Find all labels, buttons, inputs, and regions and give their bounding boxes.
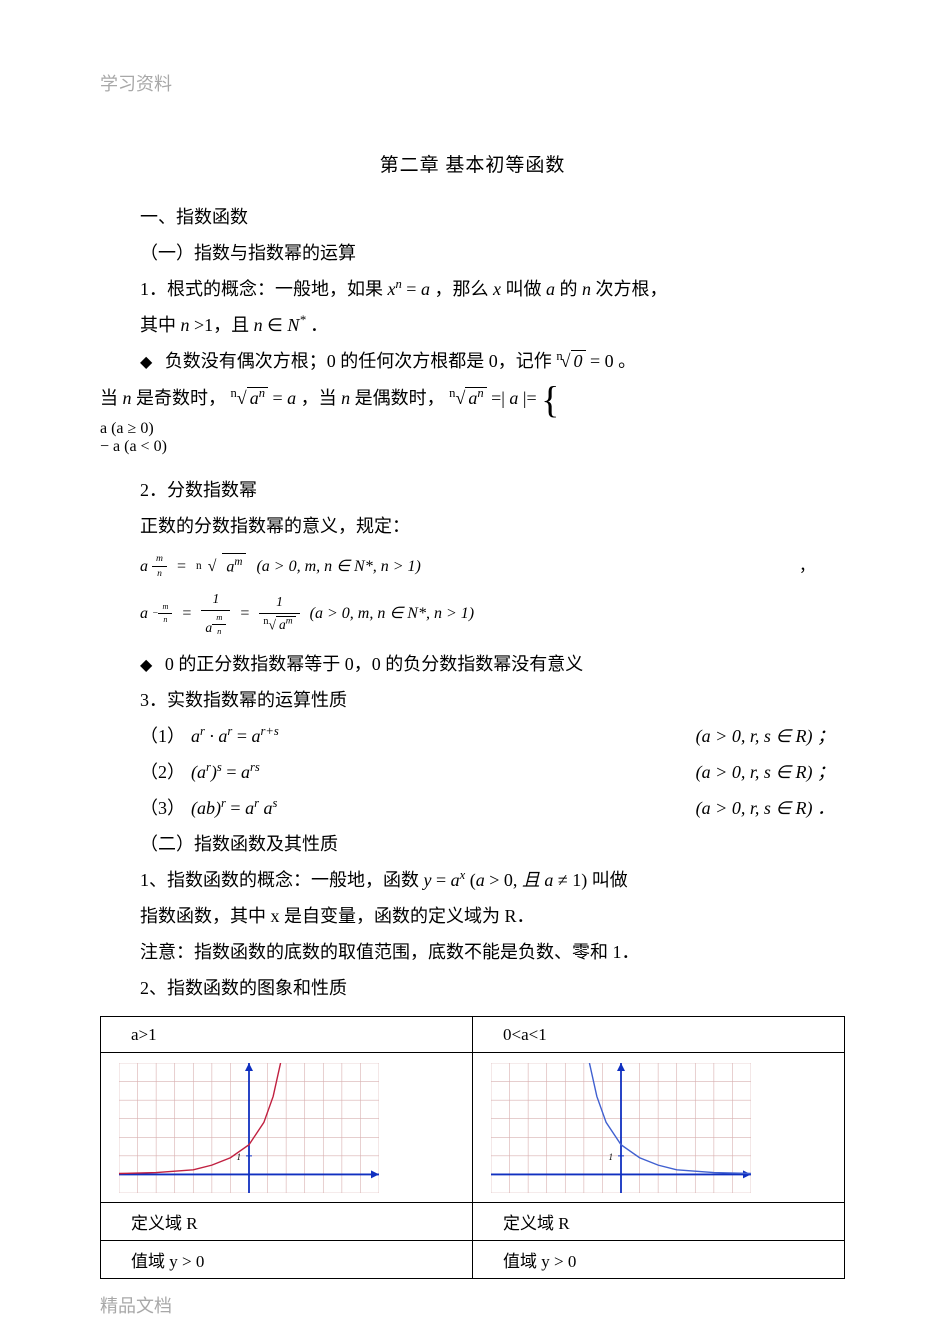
graph-cell-right: 1 — [473, 1053, 845, 1203]
property-3: （3） (ab)r = ar as (a > 0, r, s ∈ R) ． — [100, 790, 845, 826]
bullet-diamond-icon: ◆ — [140, 657, 152, 674]
brace-row-2: − a (a < 0) — [100, 438, 845, 456]
exp-func-def-2: 指数函数，其中 x 是自变量，函数的定义域为 R． — [100, 898, 845, 934]
page-footer: 精品文档 — [100, 1292, 172, 1318]
math-xn-eq-a: xn = a — [388, 279, 430, 299]
math-x: x — [493, 279, 501, 299]
text: 是奇数时， — [136, 388, 226, 408]
content-area: 第二章 基本初等函数 一、指数函数 （一）指数与指数幂的运算 1．根式的概念：一… — [100, 150, 845, 1279]
prop-cond: (a > 0, r, s ∈ R) — [696, 798, 813, 818]
formula-positive-frac-exp: a mn = n√am (a > 0, m, n ∈ N*, n > 1) ， — [100, 552, 845, 582]
text: 1、指数函数的概念：一般地，函数 — [140, 870, 424, 890]
odd-even-root: 当 n 是奇数时， n√an = a ，当 n 是偶数时， n√an =| a … — [100, 379, 845, 420]
formula-cond1: (a > 0, m, n ∈ N*, n > 1) — [256, 555, 420, 579]
piecewise-brace: { — [541, 380, 564, 420]
property-1: （1） ar · ar = ar+s (a > 0, r, s ∈ R) ； — [100, 718, 845, 754]
graph-cell-left: 1 — [101, 1053, 473, 1203]
table-header-2: 0<a<1 — [473, 1017, 845, 1053]
text: 叫做 — [505, 279, 546, 299]
table-header-1: a>1 — [101, 1017, 473, 1053]
exp-func-graph-heading: 2、指数函数的图象和性质 — [100, 970, 845, 1006]
definition-root: 1．根式的概念：一般地，如果 xn = a ，那么 x 叫做 a 的 n 次方根… — [100, 271, 845, 307]
exp-function-table: a>1 0<a<1 1 1 定义域 R 定义域 R 值域 y > 0 值域 y … — [100, 1016, 845, 1279]
chapter-title: 第二章 基本初等函数 — [100, 150, 845, 177]
section-2-heading: 2．分数指数幂 — [100, 472, 845, 508]
text: 。 — [618, 351, 636, 371]
table-domain-2: 定义域 R — [473, 1203, 845, 1241]
exp-decay-chart: 1 — [491, 1063, 751, 1193]
prop-num-3: （3） — [140, 790, 185, 826]
section-3-heading: 3．实数指数幂的运算性质 — [100, 682, 845, 718]
text: 的 — [559, 279, 582, 299]
math-n-in-N: n ∈ N* — [254, 315, 306, 335]
text: 是偶数时， — [355, 388, 445, 408]
text: ，当 — [301, 388, 342, 408]
table-range-1: 值域 y > 0 — [101, 1241, 473, 1279]
table-domain-1: 定义域 R — [101, 1203, 473, 1241]
math-exp-func: y = ax (a > 0, 且 a ≠ 1) — [424, 870, 588, 890]
exp-func-note: 注意：指数函数的底数的取值范围，底数不能是负数、零和 1． — [100, 934, 845, 970]
prop-num-1: （1） — [140, 718, 185, 754]
subsection-heading-1: （一）指数与指数幂的运算 — [100, 235, 845, 271]
math-odd-root: n√an = a — [231, 388, 297, 408]
definition-root-cond: 其中 n >1，且 n ∈ N* ． — [100, 307, 845, 343]
prop-cond: (a > 0, r, s ∈ R) — [696, 762, 813, 782]
prop-num-2: （2） — [140, 754, 185, 790]
formula-negative-frac-exp: a −mn = 1amn = 1n√am (a > 0, m, n ∈ N*, … — [100, 589, 845, 638]
math-prop2: (ar)s = ars — [191, 754, 260, 790]
svg-text:1: 1 — [237, 1152, 242, 1162]
section-2-intro: 正数的分数指数幂的意义，规定： — [100, 508, 845, 544]
text: ． — [310, 315, 328, 335]
exp-growth-chart: 1 — [119, 1063, 379, 1193]
text: 当 — [100, 388, 123, 408]
text: 负数没有偶次方根；0 的任何次方根都是 0，记作 — [165, 351, 557, 371]
brace-row-1: a (a ≥ 0) — [100, 420, 845, 438]
document-page: 学习资料 第二章 基本初等函数 一、指数函数 （一）指数与指数幂的运算 1．根式… — [0, 0, 945, 1336]
math-prop3: (ab)r = ar as — [191, 790, 277, 826]
text: 叫做 — [592, 870, 628, 890]
math-n: n — [341, 388, 350, 408]
exp-func-def: 1、指数函数的概念：一般地，函数 y = ax (a > 0, 且 a ≠ 1)… — [100, 862, 845, 898]
note-zero-frac-exp: ◆ 0 的正分数指数幂等于 0，0 的负分数指数幂没有意义 — [100, 646, 845, 682]
svg-text:1: 1 — [609, 1152, 614, 1162]
note-negative-root: ◆ 负数没有偶次方根；0 的任何次方根都是 0，记作 n√0 = 0 。 — [100, 343, 845, 379]
section-heading-1: 一、指数函数 — [100, 199, 845, 235]
text: 1．根式的概念：一般地，如果 — [140, 279, 388, 299]
math-nthroot-0: n√0 = 0 — [556, 351, 613, 371]
text: 0 的正分数指数幂等于 0，0 的负分数指数幂没有意义 — [165, 654, 584, 674]
formula-cond2: (a > 0, m, n ∈ N*, n > 1) — [310, 602, 474, 626]
text: >1，且 — [194, 315, 254, 335]
text: 次方根， — [595, 279, 667, 299]
property-2: （2） (ar)s = ars (a > 0, r, s ∈ R) ； — [100, 754, 845, 790]
bullet-diamond-icon: ◆ — [140, 354, 152, 371]
math-n: n — [181, 315, 190, 335]
text: 其中 — [140, 315, 181, 335]
table-range-2: 值域 y > 0 — [473, 1241, 845, 1279]
page-header: 学习资料 — [100, 70, 172, 96]
math-a: a — [546, 279, 555, 299]
subsection-heading-2: （二）指数函数及其性质 — [100, 826, 845, 862]
math-even-root: n√an =| a |= — [449, 388, 537, 408]
prop-cond: (a > 0, r, s ∈ R) — [696, 726, 813, 746]
math-prop1: ar · ar = ar+s — [191, 718, 279, 754]
math-n: n — [123, 388, 132, 408]
text: ，那么 — [434, 279, 493, 299]
math-n: n — [582, 279, 591, 299]
